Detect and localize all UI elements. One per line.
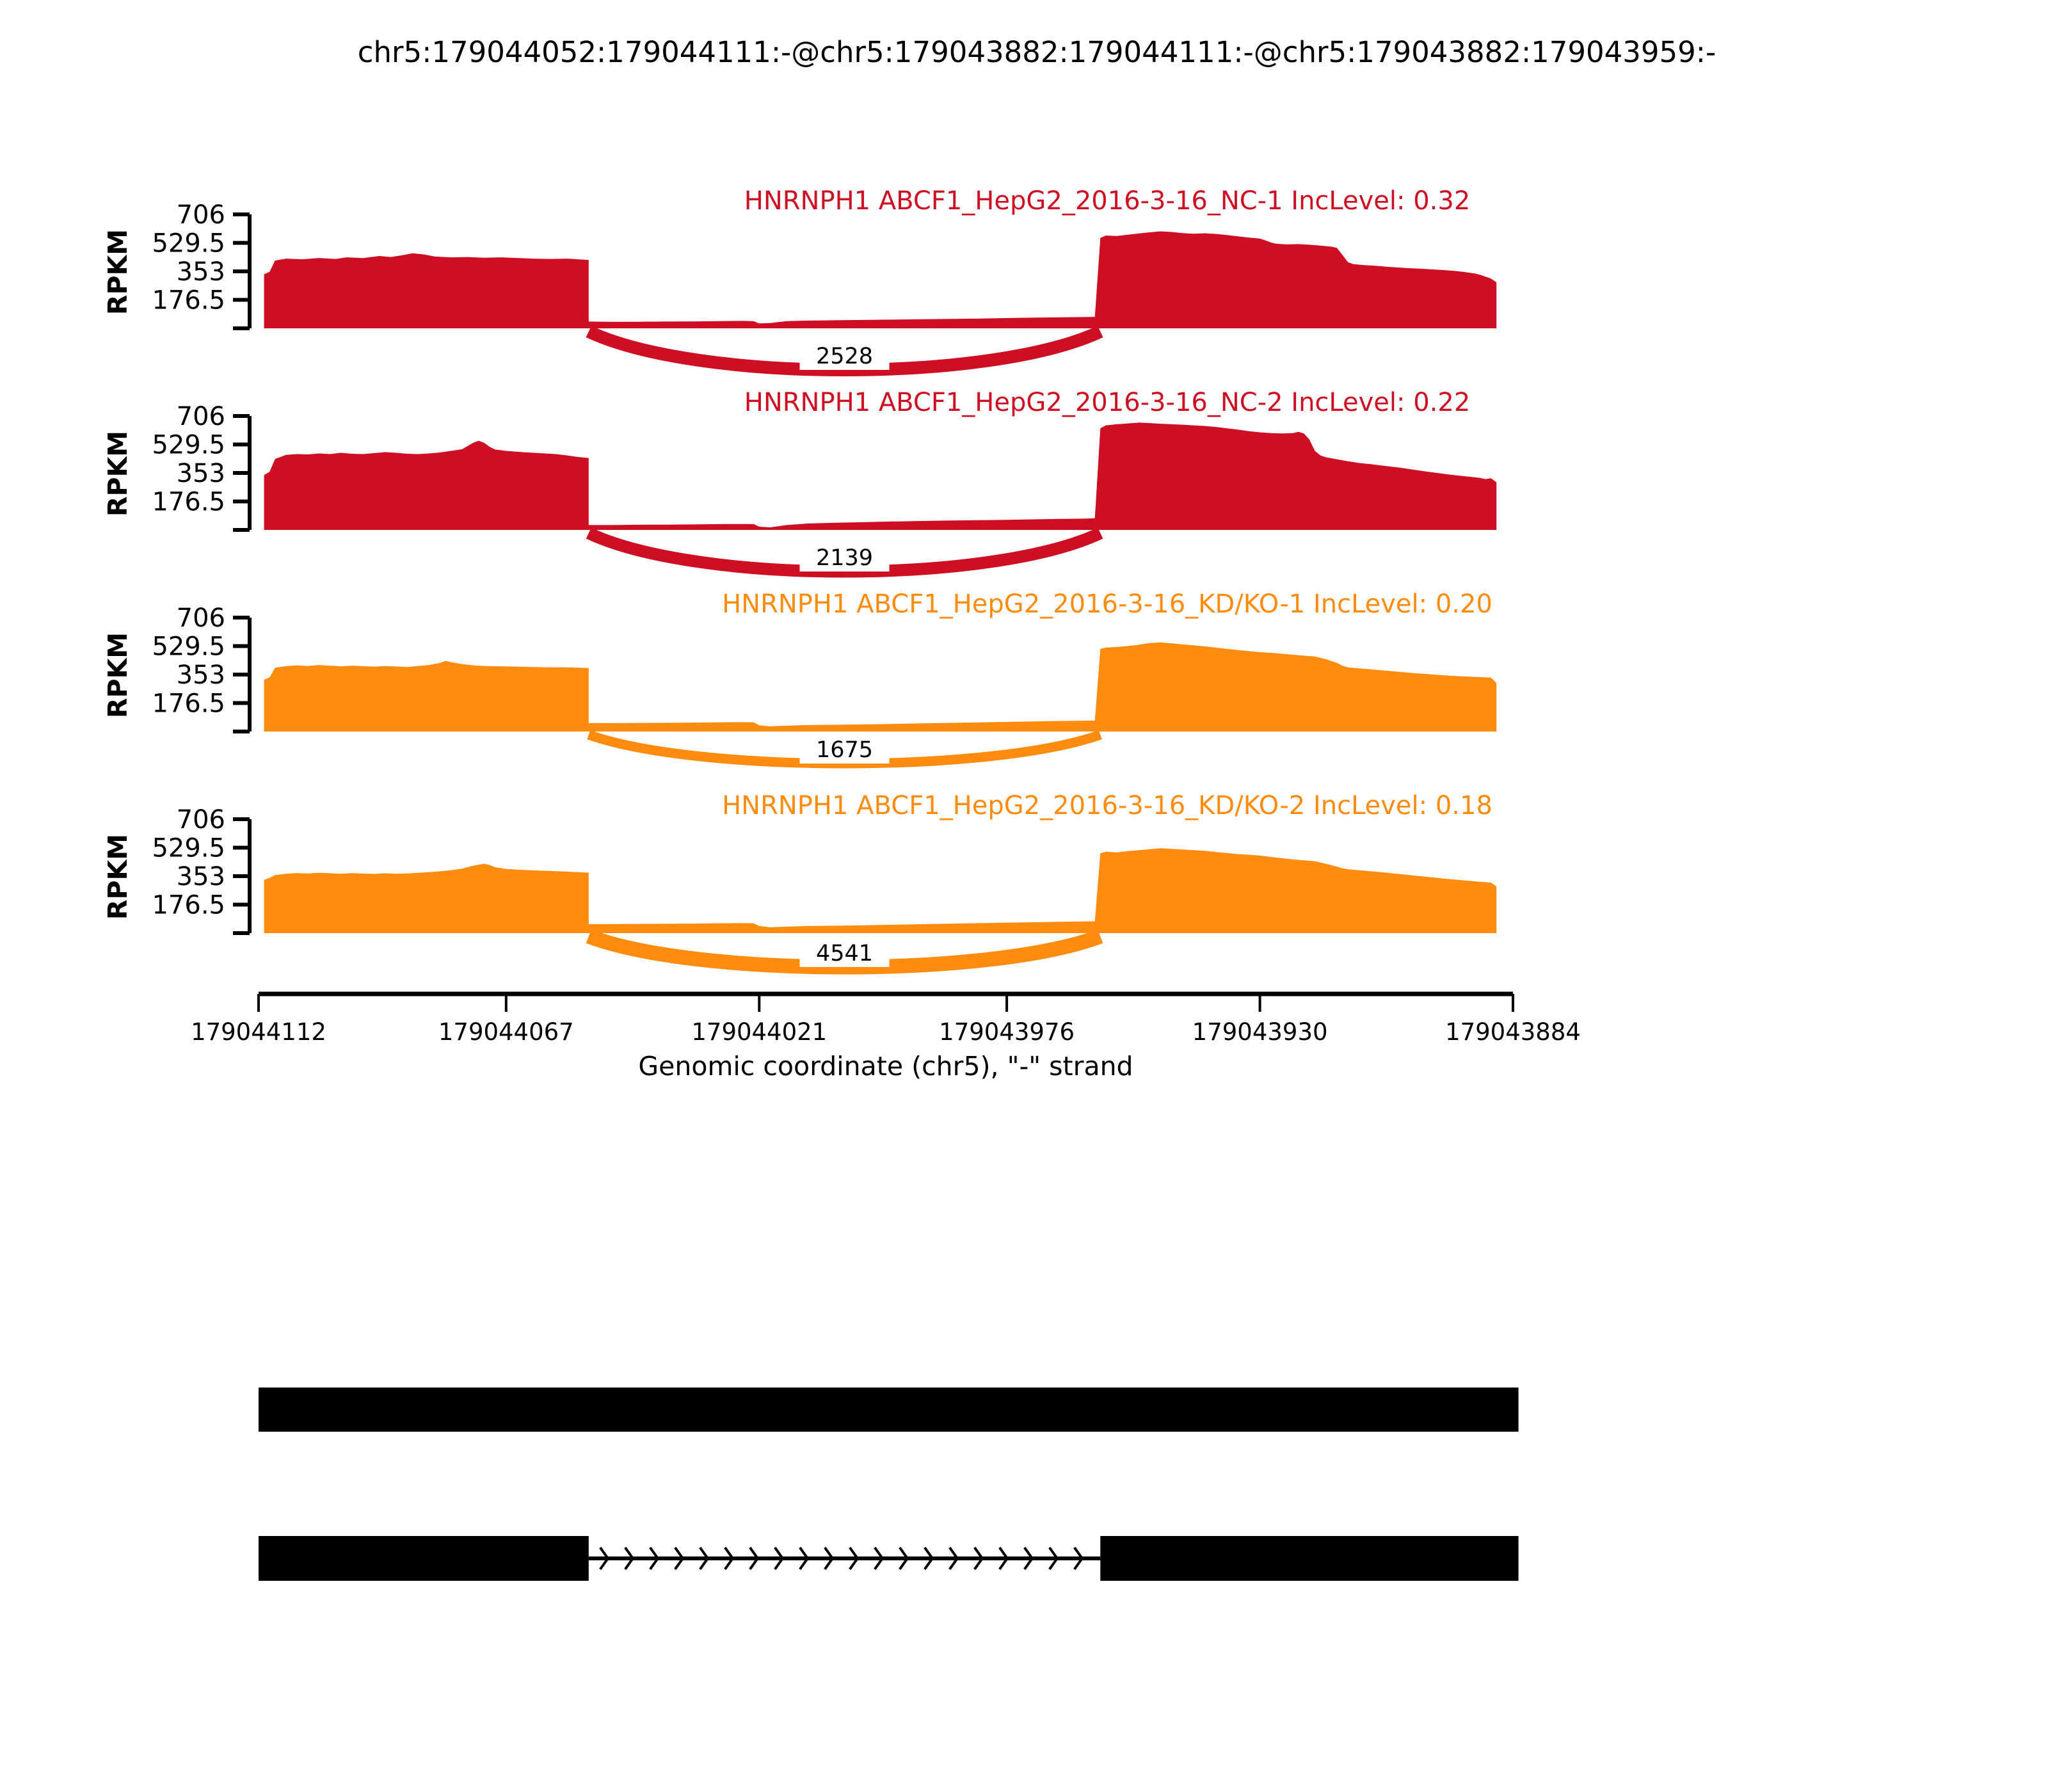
- track-label: HNRNPH1 ABCF1_HepG2_2016-3-16_KD/KO-2 In…: [722, 791, 1492, 820]
- track-label: HNRNPH1 ABCF1_HepG2_2016-3-16_KD/KO-1 In…: [722, 589, 1492, 619]
- junction-count-box: [799, 541, 890, 572]
- x-tick-label: 179043930: [1192, 1018, 1328, 1046]
- track-label: HNRNPH1 ABCF1_HepG2_2016-3-16_NC-1 IncLe…: [744, 186, 1471, 216]
- y-tick-label: 706: [177, 402, 225, 431]
- strand-direction-arrow: [924, 1546, 934, 1571]
- strand-direction-arrow: [948, 1546, 959, 1571]
- skipping-isoform: [259, 1536, 1519, 1581]
- x-tick-label: 179044112: [191, 1018, 326, 1046]
- y-tick-label: 176.5: [152, 689, 225, 719]
- strand-direction-arrow: [998, 1546, 1009, 1571]
- rpkm-axis-label: RPKM: [102, 431, 133, 516]
- isoform-diagram: [259, 1388, 1519, 1581]
- junction-count-label: 1675: [816, 737, 873, 763]
- plot-title: chr5:179044052:179044111:-@chr5:17904388…: [358, 35, 1716, 69]
- exon-box: [259, 1536, 589, 1581]
- strand-direction-arrow: [649, 1546, 660, 1571]
- strand-direction-arrow: [774, 1546, 785, 1571]
- x-tick-label: 179044067: [438, 1018, 574, 1046]
- track-label: HNRNPH1 ABCF1_HepG2_2016-3-16_NC-2 IncLe…: [744, 388, 1471, 417]
- strand-direction-arrow: [799, 1546, 810, 1571]
- y-tick-label: 706: [177, 805, 225, 835]
- junction-count-box: [799, 733, 890, 764]
- junction-count-label: 4541: [816, 941, 873, 966]
- x-tick-label: 179044021: [691, 1018, 827, 1046]
- y-tick-label: 529.5: [152, 834, 225, 863]
- junction-count-box: [799, 936, 890, 967]
- y-tick-label: 529.5: [152, 431, 225, 460]
- y-tick-label: 529.5: [152, 632, 225, 662]
- strand-direction-arrow: [624, 1546, 635, 1571]
- y-tick-label: 353: [177, 862, 225, 892]
- junction-count-label: 2139: [816, 545, 873, 571]
- coverage-area: [264, 422, 1497, 530]
- y-tick-label: 353: [177, 257, 225, 287]
- genomic-x-axis: 179044112 179044067 179044021 179043976 1790…: [191, 991, 1581, 1082]
- y-tick-label: 706: [177, 604, 225, 633]
- y-tick-label: 176.5: [152, 891, 225, 920]
- strand-direction-arrow: [1023, 1546, 1034, 1571]
- y-tick-label: 529.5: [152, 229, 225, 259]
- rpkm-axis-label: RPKM: [102, 834, 133, 920]
- y-tick-label: 176.5: [152, 488, 225, 517]
- exon-box: [1100, 1536, 1519, 1581]
- junction-count-label: 2528: [816, 344, 873, 369]
- strand-direction-arrow: [899, 1546, 909, 1571]
- y-tick-label: 176.5: [152, 286, 225, 316]
- strand-direction-arrow: [724, 1546, 735, 1571]
- rpkm-axis-label: RPKM: [102, 229, 133, 315]
- strand-direction-arrow: [849, 1546, 860, 1571]
- inclusion-isoform: [259, 1388, 1519, 1432]
- strand-direction-arrow: [1073, 1546, 1084, 1571]
- strand-direction-arrow: [599, 1546, 610, 1571]
- x-tick-label: 179043976: [939, 1018, 1075, 1046]
- y-tick-label: 353: [177, 660, 225, 690]
- x-axis-title: Genomic coordinate (chr5), "-" strand: [638, 1051, 1133, 1082]
- strand-direction-arrow: [674, 1546, 685, 1571]
- x-tick-label: 179043884: [1445, 1018, 1581, 1046]
- strand-direction-arrow: [973, 1546, 984, 1571]
- strand-direction-arrow: [749, 1546, 760, 1571]
- strand-direction-arrow: [699, 1546, 710, 1571]
- y-tick-label: 706: [177, 200, 225, 230]
- strand-direction-arrow: [1048, 1546, 1059, 1571]
- strand-direction-arrow: [874, 1546, 884, 1571]
- exon-box: [259, 1388, 1519, 1432]
- junction-count-box: [799, 339, 890, 370]
- coverage-area: [264, 231, 1497, 328]
- y-tick-label: 353: [177, 459, 225, 488]
- coverage-area: [264, 848, 1497, 933]
- coverage-area: [264, 642, 1497, 732]
- strand-direction-arrow: [824, 1546, 835, 1571]
- rpkm-axis-label: RPKM: [102, 632, 133, 718]
